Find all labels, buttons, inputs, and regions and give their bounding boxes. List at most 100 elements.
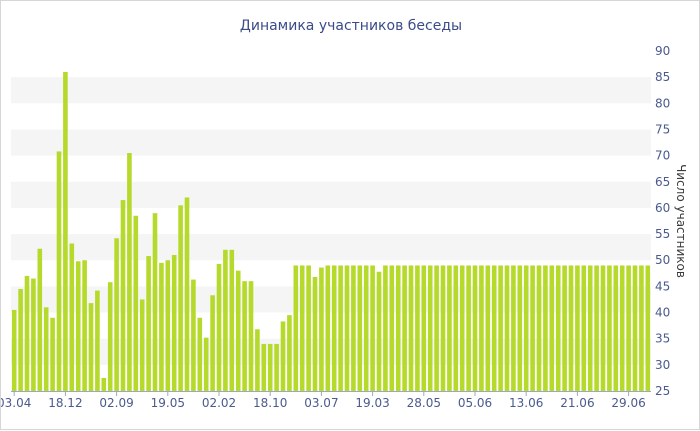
bar — [184, 197, 190, 391]
bar — [421, 265, 427, 391]
y-tick-label: 80 — [655, 96, 670, 110]
grid-band — [11, 338, 651, 365]
bar — [139, 299, 145, 391]
bar — [530, 265, 535, 391]
x-tick-label: 03.07 — [304, 396, 338, 410]
bar — [549, 265, 555, 391]
bar — [479, 265, 484, 391]
y-tick-label: 70 — [655, 149, 670, 163]
bar — [504, 265, 510, 391]
bar — [575, 265, 580, 391]
bar — [370, 265, 375, 391]
bar — [11, 309, 17, 391]
bar — [344, 265, 350, 391]
bar — [274, 343, 279, 391]
bar — [197, 317, 203, 391]
y-tick-label: 30 — [655, 358, 670, 372]
x-tick-label: 19.03 — [355, 396, 389, 410]
bar — [63, 71, 68, 392]
bar — [75, 261, 81, 391]
x-axis-ticks: 03.04 18.12 02.09 19.05 02.02 18.10 03.07 19.03… — [1, 391, 646, 410]
bar — [120, 200, 126, 391]
y-tick-label: 60 — [655, 201, 670, 215]
bar — [517, 265, 523, 391]
bar — [383, 265, 388, 391]
bar — [280, 321, 286, 391]
bar — [114, 238, 119, 391]
bar — [363, 265, 369, 391]
bar — [261, 343, 267, 391]
bar — [581, 265, 587, 391]
x-tick-label: 29.06 — [611, 396, 645, 410]
bar — [613, 265, 619, 391]
bar — [587, 265, 593, 391]
bar — [203, 337, 209, 391]
bar — [159, 262, 164, 391]
bar — [523, 265, 529, 391]
bar — [632, 265, 638, 391]
bar — [536, 265, 542, 391]
grid-band — [11, 77, 651, 104]
y-tick-label: 45 — [655, 279, 670, 293]
bar — [491, 265, 497, 391]
bar — [331, 265, 337, 391]
bar — [287, 315, 292, 391]
y-tick-label: 85 — [655, 70, 670, 84]
bar — [31, 278, 36, 391]
bar — [165, 260, 171, 391]
x-tick-label: 18.12 — [48, 396, 82, 410]
bar — [248, 281, 254, 391]
bar — [511, 265, 516, 391]
y-tick-label: 50 — [655, 253, 670, 267]
bar — [408, 265, 414, 391]
bar — [639, 265, 644, 391]
bar — [325, 265, 331, 391]
bar — [306, 265, 311, 391]
bar-series — [11, 71, 651, 392]
bar — [568, 265, 574, 391]
y-tick-label: 65 — [655, 175, 670, 189]
chart-title: Динамика участников беседы — [240, 18, 462, 34]
bar — [440, 265, 446, 391]
x-tick-label: 05.06 — [458, 396, 492, 410]
bar — [427, 265, 433, 391]
x-tick-label: 02.02 — [202, 396, 236, 410]
bar — [133, 215, 139, 391]
x-tick-label: 03.04 — [1, 396, 31, 410]
bar — [357, 265, 363, 391]
bar — [543, 265, 548, 391]
bar — [594, 265, 599, 391]
bar — [466, 265, 471, 391]
bar — [127, 153, 132, 391]
bar — [645, 265, 651, 391]
bar — [312, 276, 318, 391]
grid-band — [11, 234, 651, 261]
bar — [191, 279, 196, 391]
x-tick-label: 28.05 — [407, 396, 441, 410]
bar — [242, 281, 247, 391]
y-axis-label: Число участников — [674, 164, 688, 278]
bar — [395, 265, 401, 391]
bar — [402, 265, 407, 391]
bar — [255, 329, 260, 391]
bar — [267, 343, 273, 391]
bar — [235, 270, 241, 391]
bar — [498, 265, 503, 391]
bar — [69, 243, 75, 391]
bar — [485, 265, 491, 391]
bar — [152, 213, 158, 391]
bar — [389, 265, 395, 391]
bar — [88, 303, 94, 391]
bar — [37, 248, 43, 391]
bar — [453, 265, 459, 391]
bar — [56, 151, 62, 391]
bar — [223, 249, 228, 391]
bar — [472, 265, 478, 391]
y-tick-label: 35 — [655, 332, 670, 346]
bar — [459, 265, 465, 391]
bar — [95, 290, 100, 391]
grid-band — [11, 286, 651, 313]
bar — [607, 265, 612, 391]
y-axis-ticks: 25 30 35 40 45 50 55 60 65 70 75 80 85 90 — [655, 44, 670, 398]
